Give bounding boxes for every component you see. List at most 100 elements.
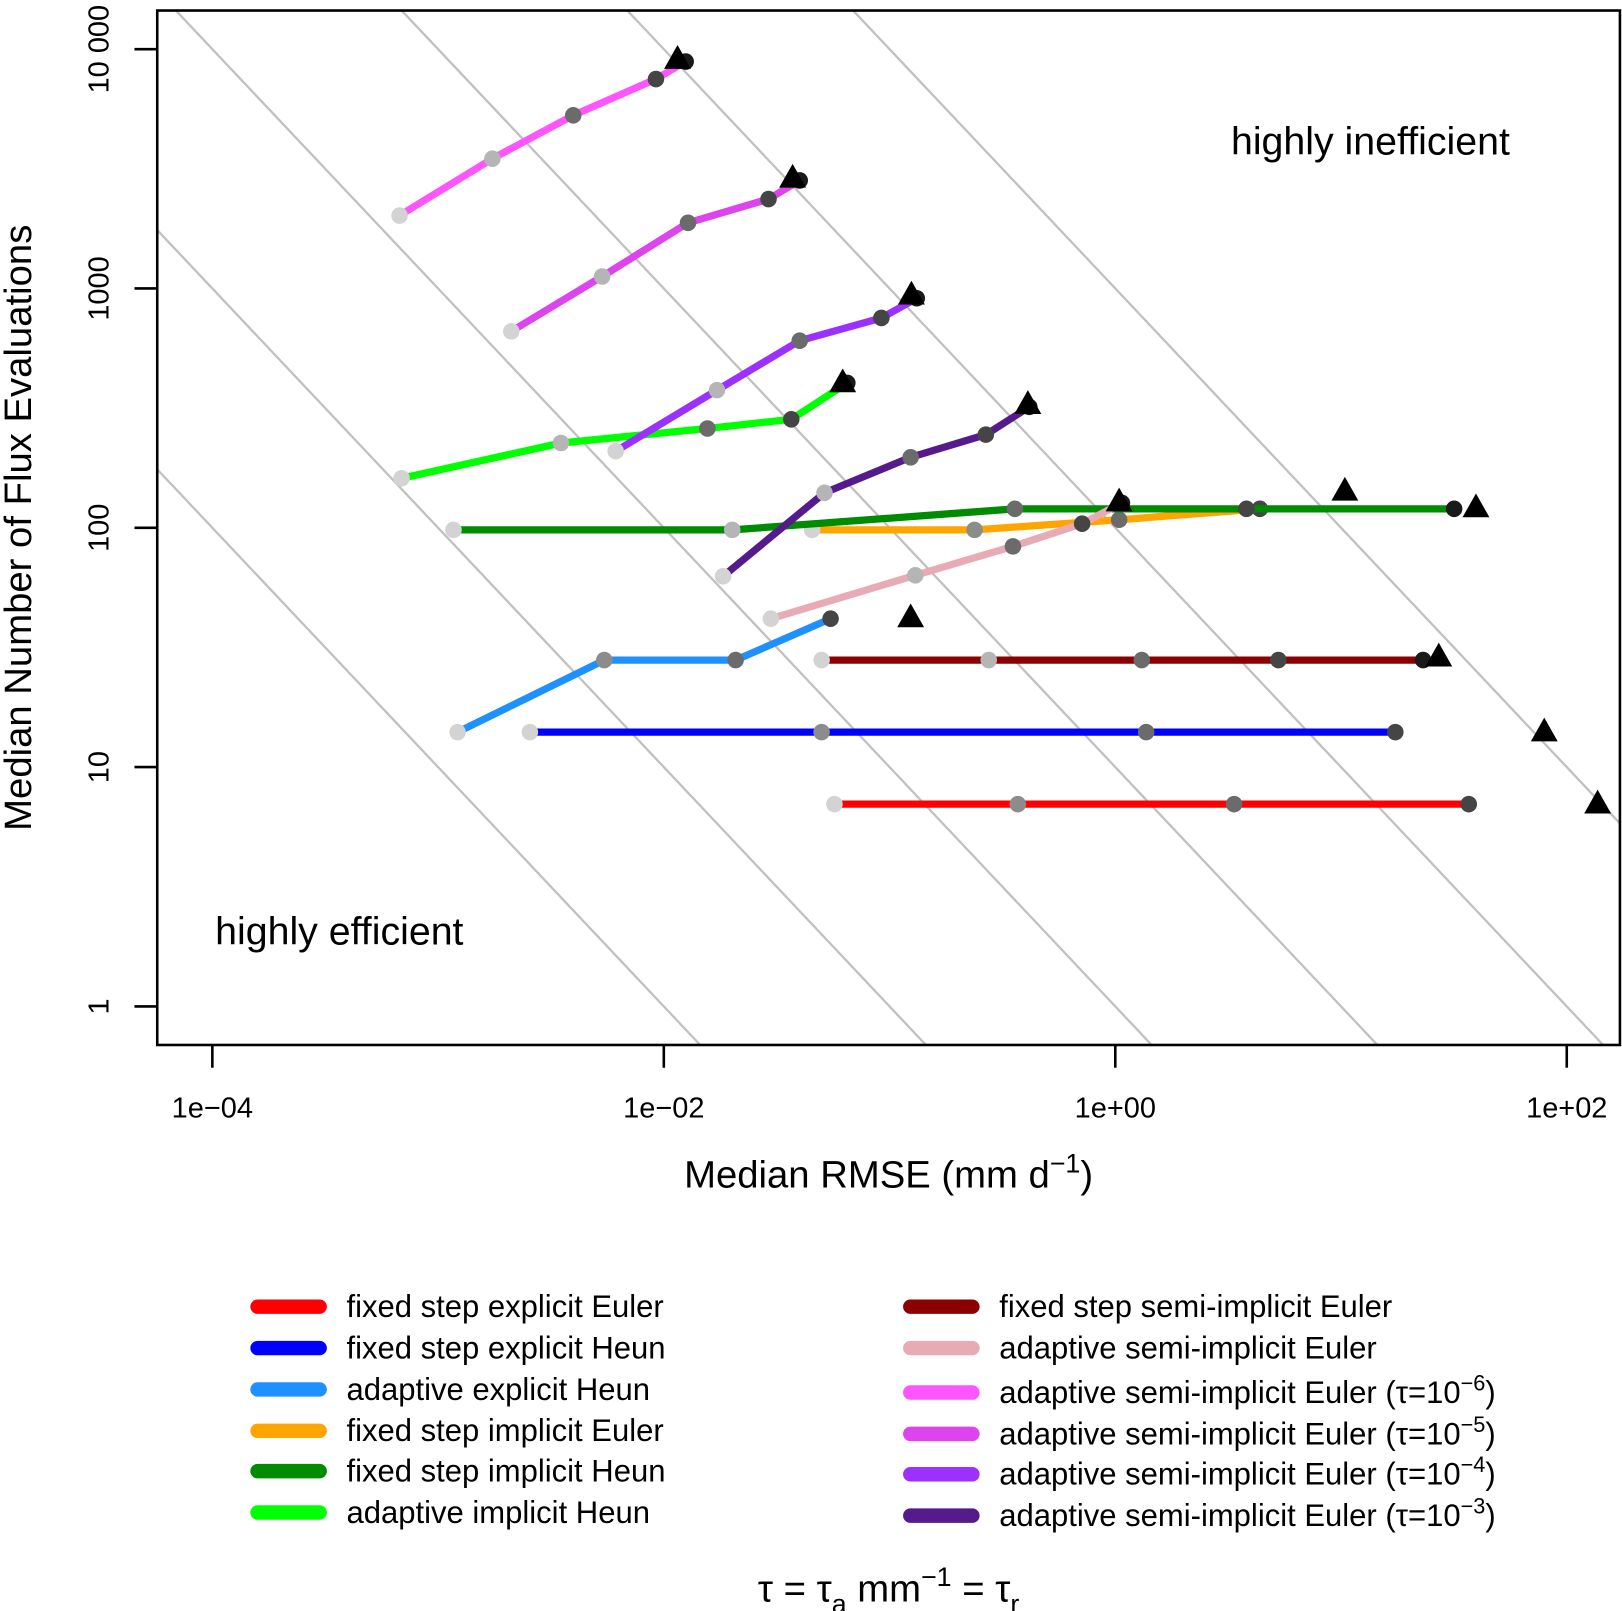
text-segment: ) (1485, 1498, 1495, 1533)
text-segment: a (832, 1589, 847, 1611)
text-segment: adaptive semi-implicit Euler (999, 1330, 1376, 1365)
legend-label: adaptive semi-implicit Euler (τ=10−3) (999, 1494, 1495, 1533)
x-tick-label: 1e−02 (623, 1092, 704, 1124)
triangle-marker (664, 45, 691, 69)
data-point (783, 411, 800, 428)
text-segment: r (1010, 1589, 1019, 1611)
data-point (760, 190, 777, 208)
data-point (980, 651, 998, 669)
data-point (714, 568, 732, 585)
legend-item: adaptive semi-implicit Euler (τ=10−5) (903, 1412, 1496, 1451)
legend-label: adaptive semi-implicit Euler (τ=10−6) (999, 1370, 1495, 1409)
text-segment: ) (1485, 1416, 1495, 1451)
legend-item: adaptive explicit Heun (250, 1372, 650, 1407)
data-point (445, 521, 462, 539)
triangle-marker (829, 368, 857, 393)
triangle-marker (779, 163, 807, 188)
text-segment: adaptive semi-implicit Euler (τ=10 (999, 1375, 1460, 1410)
axes: 1e−04 1e−02 1e+00 1e+02 1 10 100 1000 10 000 Medi… (0, 5, 1607, 1197)
legend-item: adaptive semi-implicit Euler (τ=10−4) (903, 1452, 1496, 1492)
data-point (1238, 500, 1255, 518)
legend-item: fixed step explicit Euler (250, 1289, 664, 1324)
data-point (1225, 795, 1243, 813)
y-tick-label: 1000 (84, 256, 116, 320)
x-axis-title: Median RMSE (mm d−1) (684, 1148, 1093, 1196)
text-segment: −1 (921, 1562, 952, 1592)
data-point (966, 521, 983, 539)
legend-label: adaptive semi-implicit Euler (999, 1330, 1376, 1365)
data-point (813, 723, 830, 741)
triangle-marker (1584, 789, 1612, 814)
text-segment: −1 (1050, 1148, 1081, 1178)
data-point (902, 449, 919, 466)
series-line (509, 177, 802, 335)
y-tick-label: 10 000 (84, 5, 116, 94)
data-point (699, 420, 716, 437)
text-segment: = τ (952, 1568, 1011, 1611)
annotation-highly-inefficient: highly inefficient (1231, 119, 1510, 163)
data-point (564, 107, 582, 124)
legend-label: fixed step explicit Heun (347, 1330, 666, 1365)
legend-item: fixed step explicit Heun (250, 1330, 666, 1365)
data-point (393, 470, 410, 487)
text-segment: −6 (1461, 1370, 1486, 1395)
series-line (455, 615, 833, 736)
data-point (1270, 651, 1287, 669)
text-segment: τ = τ (758, 1568, 832, 1611)
legend-item: adaptive semi-implicit Euler (903, 1330, 1377, 1365)
triangle-marker (1462, 493, 1490, 518)
series (445, 493, 1490, 539)
text-segment: ) (1485, 1375, 1495, 1410)
series (607, 280, 926, 460)
legend-label: fixed step semi-implicit Euler (999, 1289, 1392, 1324)
data-point (593, 268, 611, 285)
series (813, 642, 1453, 669)
text-segment: mm (847, 1568, 921, 1611)
data-point (1137, 723, 1155, 741)
footnote-tau-definition: τ = τa mm−1 = τr (758, 1562, 1019, 1611)
data-point (727, 651, 744, 669)
text-segment: fixed step implicit Heun (347, 1454, 666, 1489)
text-segment: adaptive semi-implicit Euler (τ=10 (999, 1416, 1460, 1451)
legend-label: fixed step explicit Euler (347, 1289, 664, 1324)
data-point (762, 610, 780, 627)
data-point (822, 610, 839, 627)
legend-item: adaptive semi-implicit Euler (τ=10−3) (903, 1494, 1496, 1533)
series-line (397, 58, 688, 219)
data-point (503, 323, 520, 340)
data-point (1073, 515, 1091, 532)
series-line (812, 505, 1261, 534)
legend: fixed step explicit Euler fixed step expl… (250, 1289, 1496, 1611)
text-segment: −5 (1461, 1412, 1486, 1437)
reference-line (156, 468, 702, 1046)
data-point (873, 309, 890, 327)
x-tick-label: 1e−04 (172, 1092, 253, 1124)
reference-line (852, 9, 1621, 825)
legend-item: fixed step implicit Euler (250, 1413, 664, 1448)
data-point (449, 723, 466, 741)
text-segment: −3 (1461, 1494, 1486, 1519)
series (503, 163, 808, 340)
legend-label: adaptive explicit Heun (347, 1372, 650, 1407)
series-line (613, 295, 919, 455)
legend-label: adaptive semi-implicit Euler (τ=10−5) (999, 1412, 1495, 1451)
data-point (791, 332, 808, 349)
x-tick-label: 1e+02 (1526, 1092, 1607, 1124)
text-segment: ) (1080, 1154, 1093, 1197)
triangle-marker (1425, 642, 1453, 667)
data-point (813, 651, 830, 669)
data-point (708, 381, 726, 399)
legend-item: fixed step implicit Heun (250, 1454, 666, 1489)
legend-item: fixed step semi-implicit Euler (903, 1289, 1392, 1324)
text-segment: adaptive explicit Heun (347, 1372, 650, 1407)
data-point (1133, 651, 1151, 669)
text-segment: ) (1485, 1457, 1495, 1492)
data-point (1460, 795, 1478, 813)
data-point (723, 521, 741, 539)
data-point (1006, 500, 1024, 518)
data-point (596, 651, 613, 669)
series (762, 487, 1133, 627)
y-tick-label: 1 (84, 998, 116, 1014)
series-layer (391, 45, 1612, 814)
